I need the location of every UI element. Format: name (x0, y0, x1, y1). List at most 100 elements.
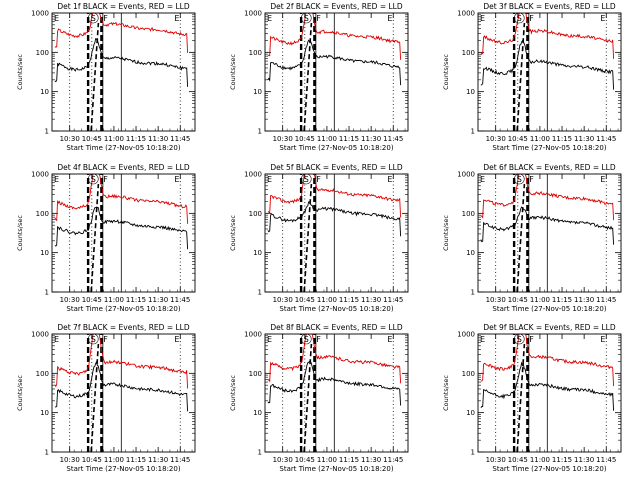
flag-f: F (316, 175, 321, 184)
x-tick-label: 10:30 (60, 296, 80, 304)
flag-e-left: E (54, 175, 59, 184)
plot-frame (264, 12, 409, 132)
y-tick-label: 1 (471, 128, 475, 136)
y-tick-label: 100 (249, 370, 262, 378)
panel-title: Det 1f BLACK = Events, RED = LLD (57, 2, 190, 11)
panel-det-4f: Det 4f BLACK = Events, RED = LLD Counts/s… (16, 163, 196, 313)
x-tick-label: 10:30 (273, 296, 293, 304)
flag-s: S (304, 335, 309, 344)
flag-e-left: E (267, 14, 272, 23)
lld-series-line (480, 13, 615, 59)
x-tick-label: 11:30 (574, 456, 594, 464)
y-tick-label: 10 (466, 249, 475, 257)
x-tick-label: 11:15 (552, 135, 572, 143)
y-tick-label: 1000 (457, 10, 475, 18)
flag-e-right: E (174, 335, 179, 344)
panel-det-3f: Det 3f BLACK = Events, RED = LLD Counts/s… (442, 2, 622, 152)
x-tick-label: 10:30 (60, 135, 80, 143)
lld-series-line (267, 174, 402, 218)
y-tick-label: 1 (258, 449, 262, 457)
flag-e-left: E (480, 175, 485, 184)
y-tick-label: 1000 (31, 10, 49, 18)
y-tick-label: 1 (258, 289, 262, 297)
plot-frame (51, 173, 196, 293)
panel-det-1f: Det 1f BLACK = Events, RED = LLD Counts/s… (16, 2, 196, 152)
panel-title: Det 9f BLACK = Events, RED = LLD (483, 323, 616, 332)
panel-title: Det 7f BLACK = Events, RED = LLD (57, 323, 190, 332)
dashed-interval-line (90, 343, 100, 453)
x-tick-label: 11:15 (339, 456, 359, 464)
lld-series-line (267, 334, 402, 384)
events-series-line (480, 206, 615, 245)
y-tick-label: 1000 (31, 331, 49, 339)
x-tick-label: 11:15 (552, 296, 572, 304)
x-tick-label: 11:45 (383, 135, 403, 143)
x-tick-label: 11:15 (126, 456, 146, 464)
flag-f: F (103, 335, 108, 344)
panel-det-7f: Det 7f BLACK = Events, RED = LLD Counts/s… (16, 323, 196, 473)
y-axis-label: Counts/sec (229, 215, 237, 251)
lld-series-line (480, 174, 615, 221)
flag-f: F (103, 14, 108, 23)
x-axis-label: Start Time (27-Nov-05 10:18:20) (279, 305, 393, 313)
x-tick-label: 11:15 (126, 135, 146, 143)
dashed-interval-line (516, 343, 526, 453)
flag-e-left: E (267, 335, 272, 344)
y-tick-label: 10 (40, 88, 49, 96)
x-tick-label: 11:30 (148, 135, 168, 143)
panel-det-8f: Det 8f BLACK = Events, RED = LLD Counts/s… (229, 323, 409, 473)
y-tick-label: 100 (36, 49, 49, 57)
events-series-line (267, 39, 402, 86)
events-series-line (480, 39, 615, 90)
x-tick-label: 11:45 (170, 135, 190, 143)
y-axis-label: Counts/sec (442, 215, 450, 251)
x-tick-label: 11:00 (104, 135, 124, 143)
flag-s: S (517, 175, 522, 184)
x-tick-label: 11:45 (383, 456, 403, 464)
y-tick-label: 10 (466, 409, 475, 417)
x-tick-label: 11:45 (170, 456, 190, 464)
plot-frame (264, 333, 409, 453)
x-tick-label: 10:30 (486, 296, 506, 304)
x-tick-label: 10:45 (508, 296, 528, 304)
events-series-line (267, 360, 402, 406)
x-axis-label: Start Time (27-Nov-05 10:18:20) (492, 144, 606, 152)
y-axis-label: Counts/sec (229, 54, 237, 90)
flag-f: F (316, 335, 321, 344)
plot-frame (51, 12, 196, 132)
x-axis-label: Start Time (27-Nov-05 10:18:20) (279, 144, 393, 152)
panel-title: Det 5f BLACK = Events, RED = LLD (270, 163, 403, 172)
y-tick-label: 1000 (457, 331, 475, 339)
panel-title: Det 8f BLACK = Events, RED = LLD (270, 323, 403, 332)
x-tick-label: 10:45 (508, 456, 528, 464)
flag-f: F (529, 335, 534, 344)
x-tick-label: 10:30 (273, 135, 293, 143)
x-tick-label: 11:30 (574, 135, 594, 143)
x-tick-label: 11:15 (552, 456, 572, 464)
flag-s: S (91, 175, 96, 184)
y-tick-label: 100 (462, 49, 475, 57)
x-tick-label: 11:00 (317, 296, 337, 304)
x-tick-label: 11:30 (574, 296, 594, 304)
lld-series-line (267, 13, 402, 60)
flag-e-right: E (600, 175, 605, 184)
x-tick-label: 11:00 (530, 456, 550, 464)
y-tick-label: 1 (45, 128, 49, 136)
x-tick-label: 10:45 (82, 296, 102, 304)
y-tick-label: 1000 (457, 171, 475, 179)
x-axis-label: Start Time (27-Nov-05 10:18:20) (492, 465, 606, 473)
x-tick-label: 11:00 (104, 456, 124, 464)
flag-e-right: E (174, 175, 179, 184)
panel-title: Det 6f BLACK = Events, RED = LLD (483, 163, 616, 172)
plot-frame (51, 333, 196, 453)
flag-e-left: E (480, 335, 485, 344)
x-tick-label: 10:30 (486, 135, 506, 143)
y-tick-label: 100 (462, 370, 475, 378)
y-tick-label: 10 (40, 409, 49, 417)
events-series-line (54, 360, 189, 412)
dashed-interval-line (303, 183, 313, 293)
flag-e-right: E (174, 14, 179, 23)
y-axis-label: Counts/sec (442, 54, 450, 90)
x-tick-label: 10:45 (295, 296, 315, 304)
y-tick-label: 10 (253, 249, 262, 257)
